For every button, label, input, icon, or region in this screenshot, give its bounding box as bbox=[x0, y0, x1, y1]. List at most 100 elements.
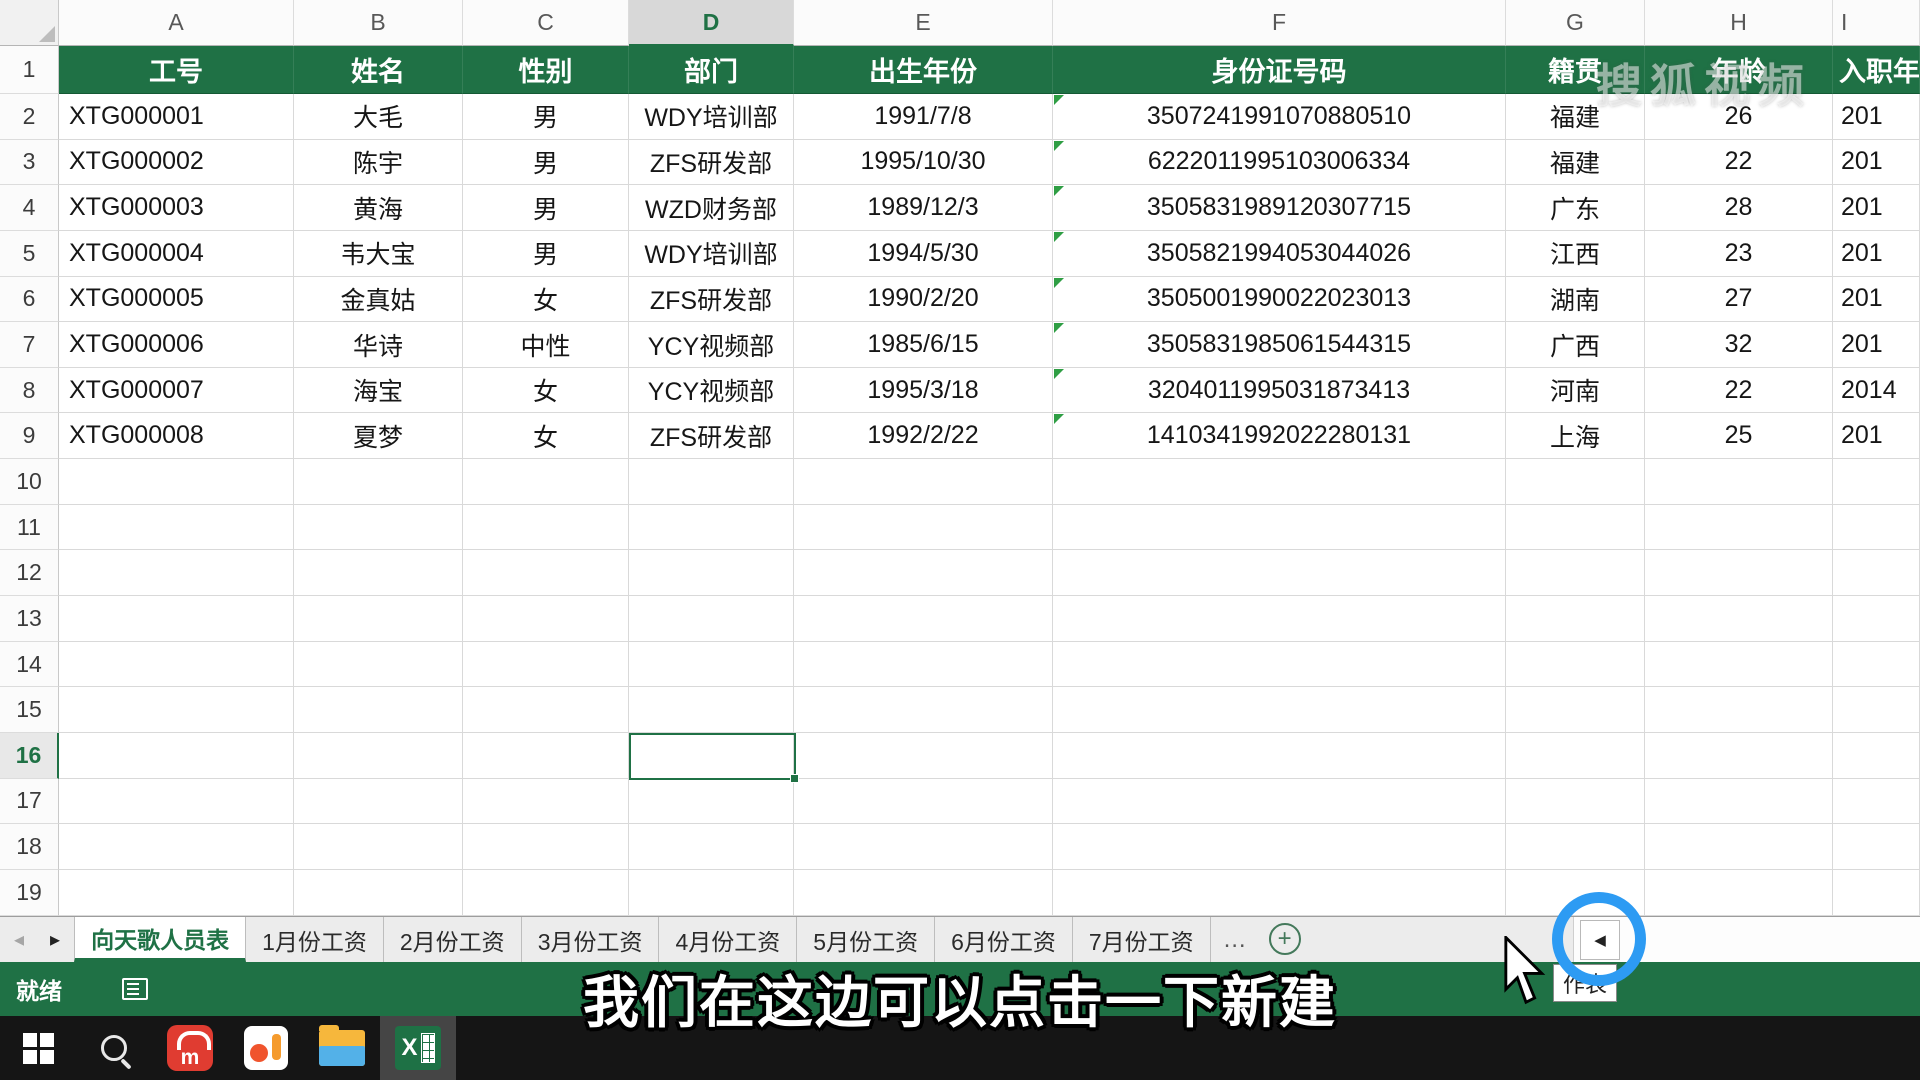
header-cell-shenfenzheng[interactable]: 身份证号码 bbox=[1053, 46, 1506, 94]
cell-b8[interactable]: 海宝 bbox=[294, 367, 463, 414]
cell-empty[interactable] bbox=[59, 824, 294, 870]
cell-empty[interactable] bbox=[59, 550, 294, 597]
cell-empty[interactable] bbox=[1053, 732, 1506, 779]
new-sheet-button[interactable]: + bbox=[1268, 923, 1301, 955]
row-header[interactable]: 17 bbox=[0, 778, 59, 825]
cell-a4[interactable]: XTG000003 bbox=[59, 185, 294, 231]
cell-f4[interactable]: 3505831989120307715 bbox=[1053, 185, 1506, 231]
cell-empty[interactable] bbox=[1833, 778, 1920, 825]
cell-empty[interactable] bbox=[463, 504, 629, 551]
cell-empty[interactable] bbox=[1833, 869, 1920, 916]
row-header[interactable]: 13 bbox=[0, 596, 59, 642]
column-header-i[interactable]: I bbox=[1833, 0, 1920, 46]
row-header[interactable]: 10 bbox=[0, 459, 59, 505]
cell-g3[interactable]: 福建 bbox=[1506, 139, 1645, 186]
cell-empty[interactable] bbox=[463, 459, 629, 505]
column-header-b[interactable]: B bbox=[294, 0, 463, 46]
cell-empty[interactable] bbox=[294, 869, 463, 916]
cell-empty[interactable] bbox=[1645, 824, 1833, 870]
header-cell-ruzhi[interactable]: 入职年份 bbox=[1833, 46, 1920, 94]
header-cell-chusheng[interactable]: 出生年份 bbox=[794, 46, 1053, 94]
row-header[interactable]: 2 bbox=[0, 94, 59, 140]
cell-empty[interactable] bbox=[1833, 687, 1920, 733]
cell-d4[interactable]: WZD财务部 bbox=[629, 185, 794, 231]
cell-empty[interactable] bbox=[294, 687, 463, 733]
cell-empty[interactable] bbox=[463, 596, 629, 642]
cell-empty[interactable] bbox=[794, 778, 1053, 825]
cell-empty[interactable] bbox=[59, 869, 294, 916]
excel-taskbar-button-active[interactable]: X bbox=[380, 1016, 456, 1080]
cell-empty[interactable] bbox=[794, 596, 1053, 642]
cell-h5[interactable]: 23 bbox=[1645, 230, 1833, 277]
row-header-16-selected[interactable]: 16 bbox=[0, 732, 59, 779]
cell-empty[interactable] bbox=[59, 732, 294, 779]
cell-b5[interactable]: 韦大宝 bbox=[294, 230, 463, 277]
macro-record-icon[interactable] bbox=[122, 978, 148, 1000]
cell-i9[interactable]: 201 bbox=[1833, 413, 1920, 460]
cell-empty[interactable] bbox=[294, 596, 463, 642]
cell-empty[interactable] bbox=[629, 459, 794, 505]
cell-empty[interactable] bbox=[294, 732, 463, 779]
cell-empty[interactable] bbox=[794, 550, 1053, 597]
cell-empty[interactable] bbox=[59, 778, 294, 825]
row-header[interactable]: 12 bbox=[0, 550, 59, 597]
header-cell-bumen[interactable]: 部门 bbox=[629, 46, 794, 94]
cell-b6[interactable]: 金真姑 bbox=[294, 276, 463, 323]
cell-f8[interactable]: 3204011995031873413 bbox=[1053, 367, 1506, 414]
cell-i7[interactable]: 201 bbox=[1833, 322, 1920, 368]
row-header[interactable]: 19 bbox=[0, 869, 59, 916]
cell-h4[interactable]: 28 bbox=[1645, 185, 1833, 231]
sheet-tab-6yue[interactable]: 6月份工资 bbox=[935, 917, 1073, 962]
cell-empty[interactable] bbox=[1833, 504, 1920, 551]
cell-empty[interactable] bbox=[59, 459, 294, 505]
column-header-g[interactable]: G bbox=[1506, 0, 1645, 46]
sheet-tab-5yue[interactable]: 5月份工资 bbox=[797, 917, 936, 962]
column-header-c[interactable]: C bbox=[463, 0, 629, 46]
cell-empty[interactable] bbox=[629, 504, 794, 551]
cell-g6[interactable]: 湖南 bbox=[1506, 276, 1645, 323]
cell-d6[interactable]: ZFS研发部 bbox=[629, 276, 794, 323]
cell-empty[interactable] bbox=[463, 824, 629, 870]
cell-i2[interactable]: 201 bbox=[1833, 94, 1920, 140]
header-cell-jiguan[interactable]: 籍贯 bbox=[1506, 46, 1645, 94]
column-header-e[interactable]: E bbox=[794, 0, 1053, 46]
cell-empty[interactable] bbox=[1053, 869, 1506, 916]
row-header[interactable]: 9 bbox=[0, 413, 59, 460]
cell-f7[interactable]: 3505831985061544315 bbox=[1053, 322, 1506, 368]
cell-h6[interactable]: 27 bbox=[1645, 276, 1833, 323]
cell-empty[interactable] bbox=[1833, 824, 1920, 870]
column-header-f[interactable]: F bbox=[1053, 0, 1506, 46]
row-header[interactable]: 14 bbox=[0, 641, 59, 688]
cell-d8[interactable]: YCY视频部 bbox=[629, 367, 794, 414]
cell-h3[interactable]: 22 bbox=[1645, 139, 1833, 186]
cell-empty[interactable] bbox=[629, 869, 794, 916]
column-header-d-selected[interactable]: D bbox=[629, 0, 794, 46]
cell-a3[interactable]: XTG000002 bbox=[59, 139, 294, 186]
cell-empty[interactable] bbox=[463, 641, 629, 688]
cell-e8[interactable]: 1995/3/18 bbox=[794, 367, 1053, 414]
cell-empty[interactable] bbox=[794, 641, 1053, 688]
cell-empty[interactable] bbox=[629, 778, 794, 825]
cell-a5[interactable]: XTG000004 bbox=[59, 230, 294, 277]
cell-empty[interactable] bbox=[1645, 641, 1833, 688]
cell-e4[interactable]: 1989/12/3 bbox=[794, 185, 1053, 231]
cell-empty[interactable] bbox=[1506, 504, 1645, 551]
cell-empty[interactable] bbox=[1645, 869, 1833, 916]
cell-empty[interactable] bbox=[1833, 459, 1920, 505]
cell-empty[interactable] bbox=[1506, 732, 1645, 779]
row-header[interactable]: 4 bbox=[0, 185, 59, 231]
row-header[interactable]: 8 bbox=[0, 367, 59, 414]
cell-empty[interactable] bbox=[794, 459, 1053, 505]
cell-empty[interactable] bbox=[463, 732, 629, 779]
cell-empty[interactable] bbox=[294, 778, 463, 825]
cell-empty[interactable] bbox=[59, 687, 294, 733]
tab-overflow-ellipsis[interactable]: … bbox=[1222, 925, 1247, 953]
cell-empty[interactable] bbox=[294, 641, 463, 688]
taskbar-search-button[interactable] bbox=[76, 1016, 152, 1080]
cell-empty[interactable] bbox=[1506, 459, 1645, 505]
music-app-button[interactable]: m bbox=[152, 1016, 228, 1080]
cell-empty[interactable] bbox=[59, 504, 294, 551]
cell-empty[interactable] bbox=[1506, 687, 1645, 733]
cell-empty[interactable] bbox=[1053, 596, 1506, 642]
row-header-1[interactable]: 1 bbox=[0, 46, 59, 94]
